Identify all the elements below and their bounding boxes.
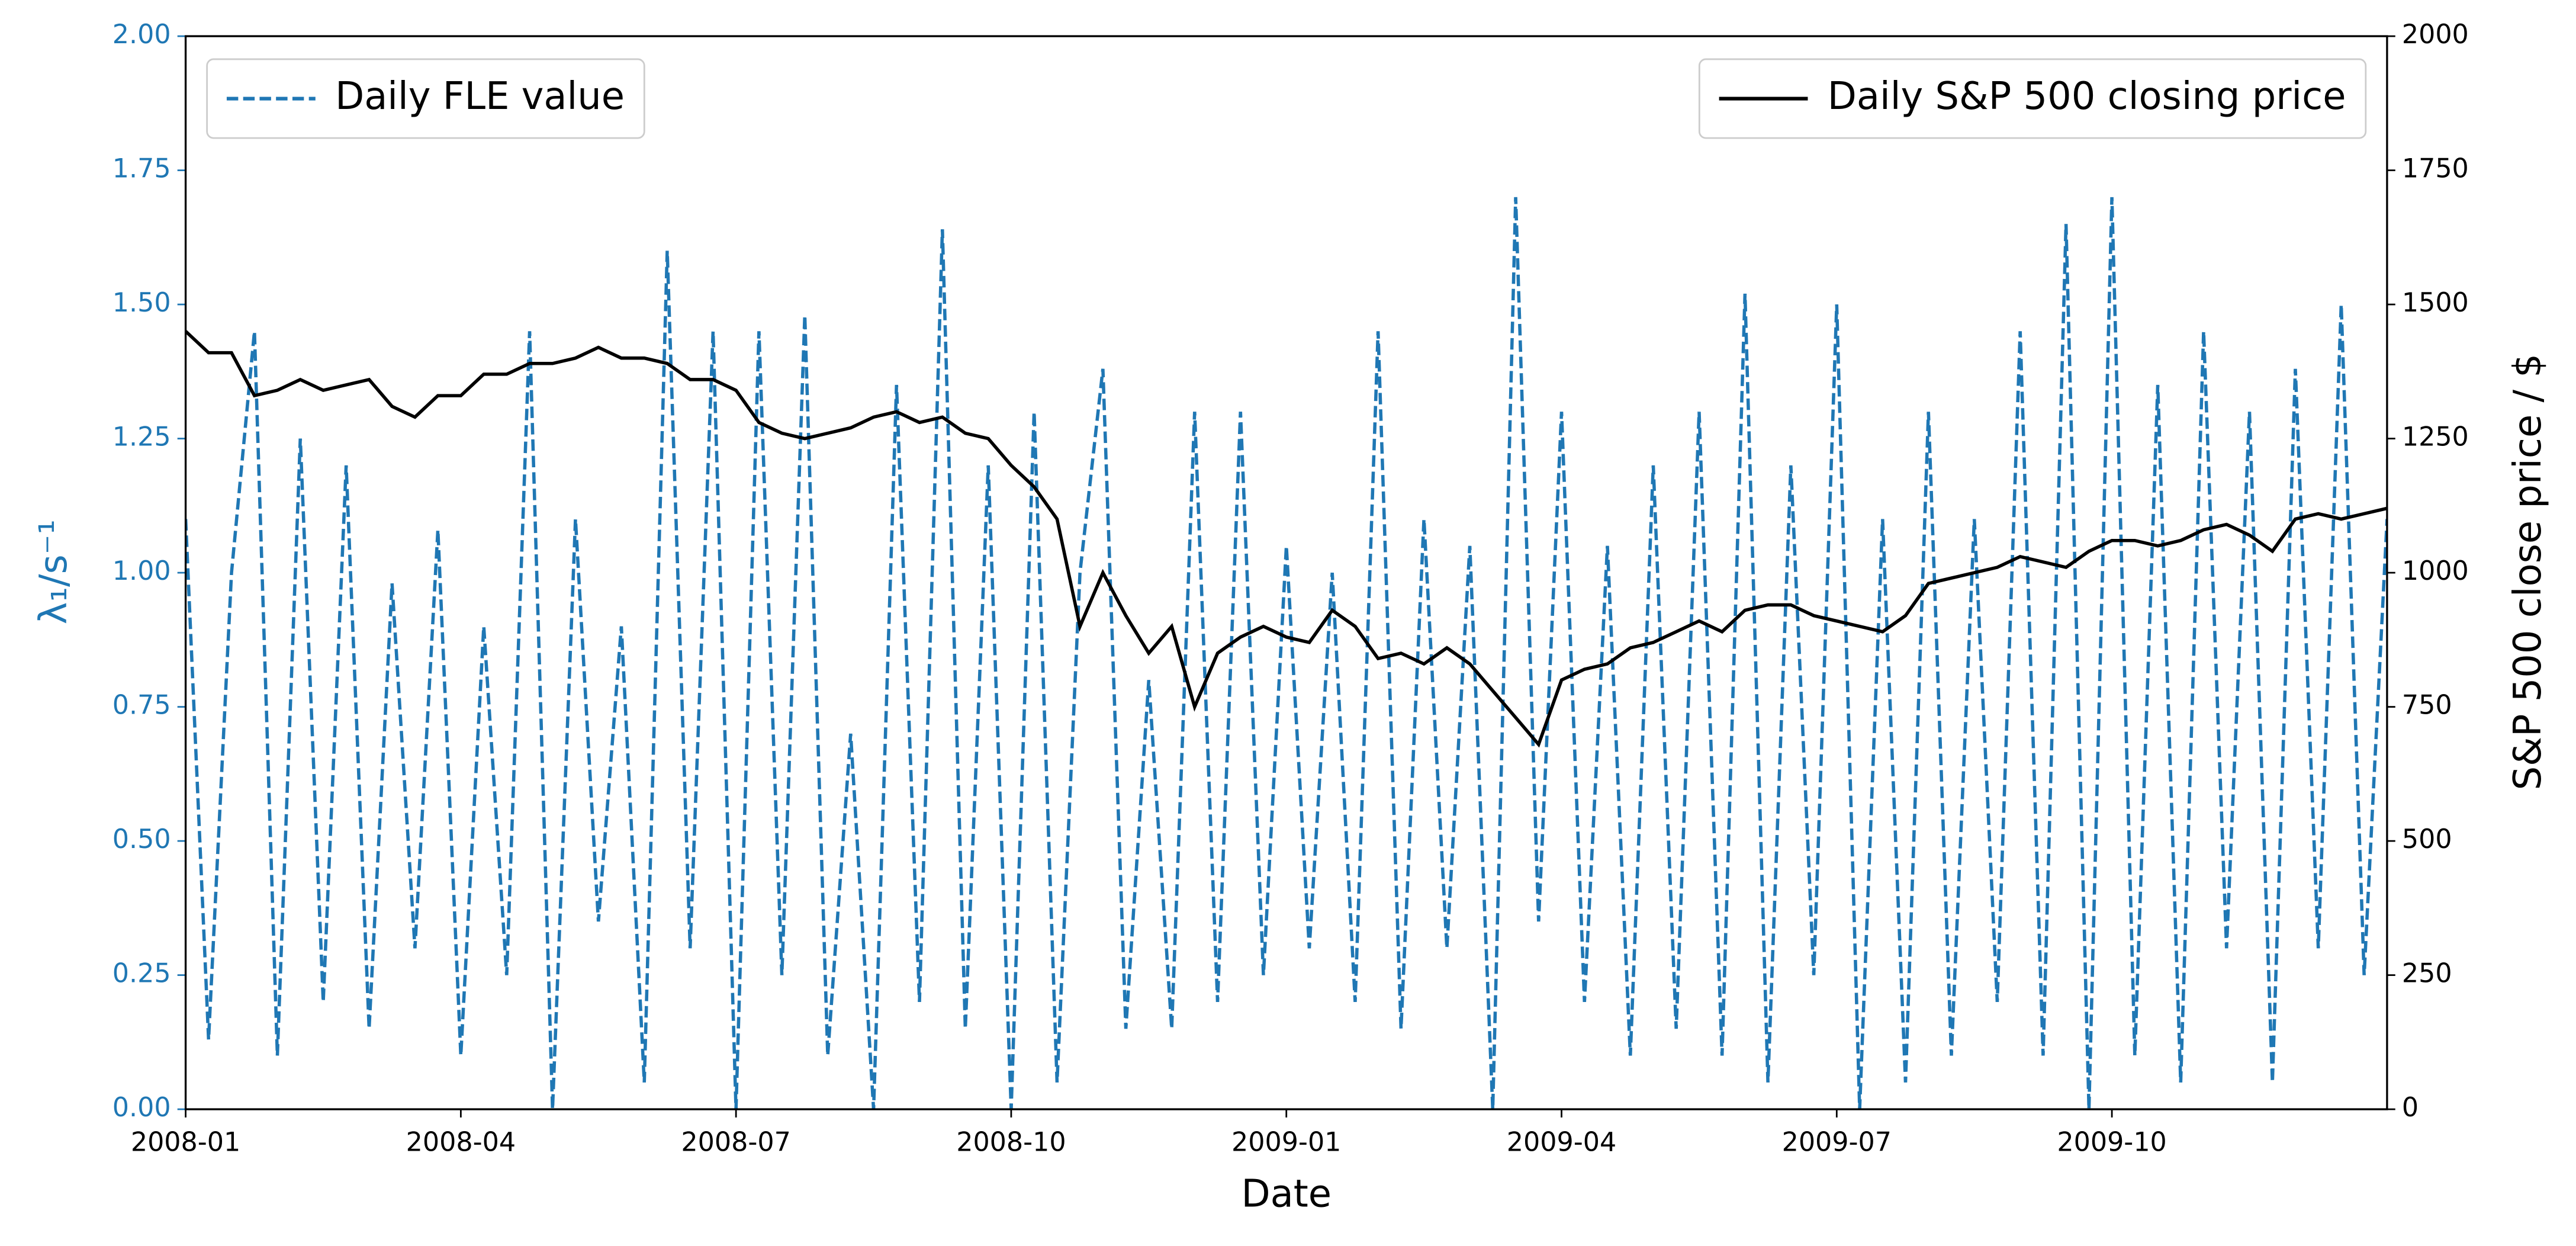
- y2-tick-label: 1000: [2402, 556, 2469, 586]
- y2-tick-label: 0: [2402, 1093, 2419, 1123]
- plot-frame: [184, 35, 2388, 1110]
- y-tick-label: 0.75: [112, 691, 171, 721]
- x-tick-label: 2008-04: [406, 1127, 516, 1157]
- y2-tick-label: 2000: [2402, 20, 2469, 50]
- x-tick-label: 2009-01: [1231, 1127, 1341, 1157]
- y-tick-label: 0.00: [112, 1093, 171, 1123]
- line-series: [185, 330, 2387, 748]
- legend: Daily S&P 500 closing price: [1698, 58, 2367, 139]
- x-tick-label: 2008-10: [956, 1127, 1066, 1157]
- x-tick-label: 2009-07: [1782, 1127, 1892, 1157]
- x-tick-label: 2008-01: [131, 1127, 240, 1157]
- y2-tick-label: 500: [2402, 824, 2452, 855]
- y-tick-label: 0.25: [112, 959, 171, 989]
- y2-tick-label: 1250: [2402, 422, 2469, 452]
- y2-tick-label: 1500: [2402, 288, 2469, 318]
- y-tick-label: 1.25: [112, 422, 171, 452]
- legend-label: Daily FLE value: [335, 75, 625, 118]
- line-series: [185, 197, 2387, 1110]
- x-axis-label: Date: [1241, 1173, 1332, 1216]
- y-tick-label: 1.50: [112, 288, 171, 318]
- y-axis-label: λ₁/s⁻¹: [32, 519, 76, 624]
- y2-tick-label: 750: [2402, 691, 2452, 721]
- legend-box: [1698, 58, 2367, 139]
- x-tick-label: 2009-04: [1507, 1127, 1616, 1157]
- y-tick-label: 1.00: [112, 556, 171, 586]
- y2-tick-label: 250: [2402, 959, 2452, 989]
- x-tick-label: 2009-10: [2057, 1127, 2166, 1157]
- legend: Daily FLE value: [206, 58, 645, 139]
- y-tick-label: 2.00: [112, 20, 171, 50]
- y2-axis-label: S&P 500 close price / $: [2506, 354, 2550, 790]
- y2-tick-label: 1750: [2402, 154, 2469, 184]
- y-tick-label: 0.50: [112, 824, 171, 855]
- legend-label: Daily S&P 500 closing price: [1828, 75, 2346, 118]
- x-tick-label: 2008-07: [681, 1127, 790, 1157]
- legend-box: [206, 58, 645, 139]
- y-tick-label: 1.75: [112, 154, 171, 184]
